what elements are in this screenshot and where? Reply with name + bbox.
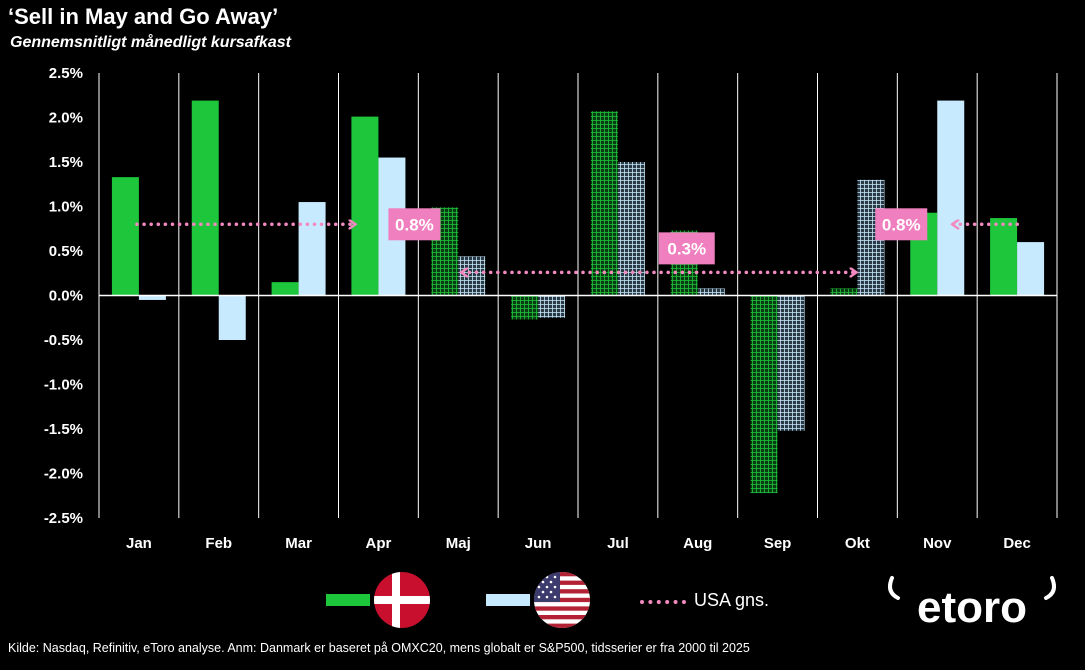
average-callout-box: [388, 208, 441, 241]
logo-wordmark: etoro: [917, 583, 1027, 632]
legend-swatch-usa: [486, 594, 530, 606]
bar-denmark-feb: [191, 100, 219, 296]
bar-usa-jun: [538, 295, 566, 318]
y-tick-label: 0.5%: [49, 243, 83, 260]
bar-usa-jul: [617, 162, 645, 296]
bar-denmark-dec: [990, 218, 1018, 296]
bar-usa-nov: [937, 100, 965, 296]
y-tick-label: -1.5%: [44, 421, 83, 438]
x-tick-label: Dec: [1003, 535, 1031, 552]
x-tick-label: Jan: [126, 535, 152, 552]
y-tick-label: 1.5%: [49, 154, 83, 171]
x-tick-label: Apr: [365, 535, 391, 552]
x-tick-label: Okt: [845, 535, 870, 552]
bar-denmark-apr: [351, 116, 379, 296]
y-tick-label: -0.5%: [44, 332, 83, 349]
bar-usa-dec: [1017, 242, 1045, 296]
average-callout-box: [658, 232, 715, 265]
bar-usa-sep: [777, 295, 805, 431]
bar-usa-jan: [138, 295, 166, 300]
x-tick-label: Aug: [683, 535, 712, 552]
bar-chart: 0.8% 0.3% 0.8% -2.5% -2.0% -1.5% -1.0% -0.5% 0.…: [44, 65, 1058, 552]
bar-denmark-jun: [511, 295, 539, 320]
average-callout-label: 0.8%: [395, 215, 434, 234]
chart-subtitle: Gennemsnitligt månedligt kursafkast: [10, 34, 291, 51]
y-tick-label: 2.0%: [49, 110, 83, 127]
bar-denmark-jul: [590, 111, 618, 296]
legend-average-label: USA gns.: [694, 590, 770, 610]
average-callout-box: [875, 208, 928, 241]
x-tick-label: Mar: [285, 535, 312, 552]
denmark-flag-icon: [374, 572, 430, 628]
y-tick-label: 0.0%: [49, 288, 83, 305]
y-tick-label: -2.5%: [44, 510, 83, 527]
x-tick-label: Feb: [205, 535, 232, 552]
average-callout-label: 0.3%: [667, 239, 706, 258]
y-tick-label: -2.0%: [44, 466, 83, 483]
chart-title: ‘Sell in May and Go Away’: [8, 4, 279, 29]
x-tick-label: Sep: [764, 535, 792, 552]
bar-denmark-mar: [271, 282, 299, 296]
bar-usa-mar: [298, 202, 326, 296]
average-callout-label: 0.8%: [882, 215, 921, 234]
source-note: Kilde: Nasdaq, Refinitiv, eToro analyse.…: [8, 641, 750, 655]
x-tick-label: Jul: [607, 535, 629, 552]
y-tick-label: 2.5%: [49, 65, 83, 82]
x-tick-label: Nov: [923, 535, 952, 552]
bar-usa-aug: [697, 288, 725, 296]
bar-usa-maj: [458, 256, 486, 296]
legend-swatch-denmark: [326, 594, 370, 606]
etoro-logo: etoro: [884, 572, 1060, 632]
y-tick-label: 1.0%: [49, 199, 83, 216]
bar-denmark-jan: [111, 177, 139, 296]
usa-flag-icon: [534, 572, 590, 628]
bar-denmark-sep: [750, 295, 778, 494]
bar-usa-feb: [218, 295, 246, 340]
y-tick-label: -1.0%: [44, 377, 83, 394]
legend: USA gns.: [0, 570, 1085, 630]
x-tick-label: Maj: [446, 535, 471, 552]
x-tick-label: Jun: [525, 535, 552, 552]
bar-denmark-okt: [830, 288, 858, 296]
legend-average-line: [640, 600, 686, 604]
